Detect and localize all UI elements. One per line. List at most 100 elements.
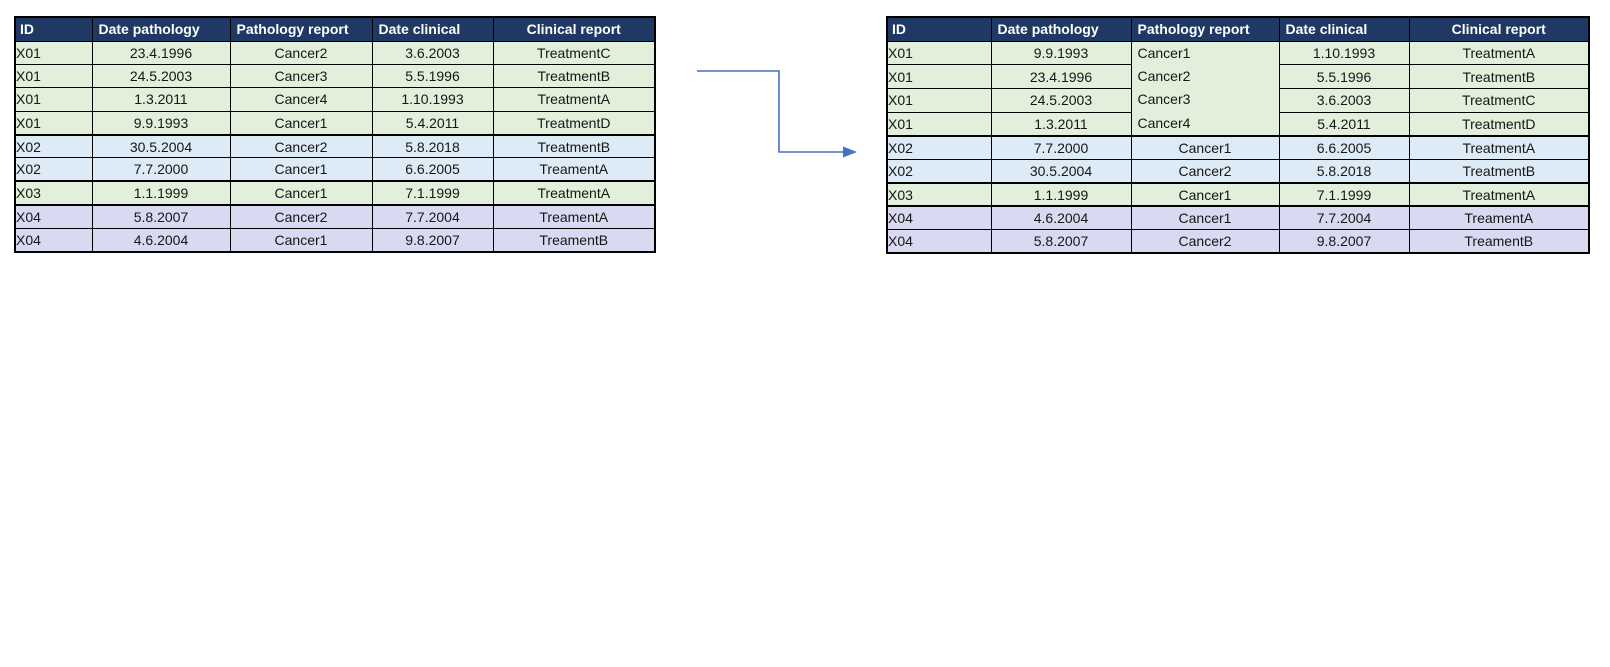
arrow-line (697, 70, 844, 153)
cell-id: X01 (886, 64, 992, 90)
cell-date-clinical: 7.7.2004 (371, 203, 494, 229)
cell-id: X04 (14, 203, 93, 229)
cell-date-pathology: 23.4.1996 (990, 64, 1132, 90)
col-header-clinical-report: Clinical report (1408, 16, 1590, 42)
cell-date-clinical: 7.1.1999 (1278, 181, 1410, 207)
table-sorted-wrap: ID Date pathology Pathology report Date cli… (886, 16, 1590, 255)
cell-id: X01 (886, 111, 992, 137)
col-header-pathology-report: Pathology report (229, 16, 373, 42)
cell-pathology-report: Cancer1 (229, 180, 373, 206)
col-header-id: ID (886, 16, 992, 42)
cell-id: X01 (14, 87, 93, 112)
cell-clinical-report: TreatmentB (1408, 158, 1590, 184)
cell-id: X02 (14, 133, 93, 159)
cell-date-pathology: 4.6.2004 (91, 227, 231, 253)
cell-date-clinical: 7.1.1999 (371, 180, 494, 206)
cell-pathology-report: Cancer1 (229, 157, 373, 182)
cell-pathology-report: Cancer1 (1130, 135, 1280, 160)
cell-clinical-report: TreatmentB (492, 133, 656, 159)
cell-date-pathology: 7.7.2000 (91, 157, 231, 182)
cell-date-pathology: 23.4.1996 (91, 40, 231, 65)
table-row: X01 23.4.1996 5.5.1996 TreatmentB (886, 64, 1590, 90)
table-row: X03 1.1.1999 Cancer1 7.1.1999 TreatmentA (886, 181, 1590, 207)
cell-date-clinical: 5.8.2018 (1278, 158, 1410, 184)
transform-arrow (697, 70, 857, 158)
cell-pathology-report: Cancer2 (229, 133, 373, 159)
header-row: ID Date pathology Pathology report Date cli… (886, 16, 1590, 42)
cell-date-clinical: 6.6.2005 (371, 157, 494, 182)
table-row: X02 7.7.2000 Cancer1 6.6.2005 TreamentA (14, 157, 656, 182)
header-row: ID Date pathology Pathology report Date cli… (14, 16, 656, 42)
cell-date-pathology: 24.5.2003 (990, 88, 1132, 113)
cell-pathology-report: Cancer1 (1130, 181, 1280, 207)
cell-date-pathology: 5.8.2007 (91, 203, 231, 229)
table-row: X03 1.1.1999 Cancer1 7.1.1999 TreatmentA (14, 180, 656, 206)
cell-id: X04 (14, 227, 93, 253)
cell-date-clinical: 3.6.2003 (1278, 88, 1410, 113)
table-row: X02 30.5.2004 Cancer2 5.8.2018 TreatmentB (14, 133, 656, 159)
cell-pathology-report: Cancer1 Cancer2 Cancer3 Cancer4 (1130, 40, 1280, 137)
cell-date-pathology: 1.3.2011 (990, 111, 1132, 137)
table-sorted: ID Date pathology Pathology report Date cli… (886, 16, 1590, 255)
cell-pathology-report: Cancer1 (229, 110, 373, 136)
col-header-date-pathology: Date pathology (990, 16, 1132, 42)
cell-clinical-report: TreatmentC (492, 40, 656, 65)
table-row: X02 7.7.2000 Cancer1 6.6.2005 TreatmentA (886, 135, 1590, 160)
cell-clinical-report: TreamentA (492, 157, 656, 182)
cell-id: X01 (14, 40, 93, 65)
cell-clinical-report: TreamentA (492, 203, 656, 229)
table-row: X01 24.5.2003 Cancer3 5.5.1996 TreatmentB (14, 63, 656, 89)
table-row: X04 4.6.2004 Cancer1 9.8.2007 TreamentB (14, 227, 656, 253)
cell-date-pathology: 9.9.1993 (91, 110, 231, 136)
cell-date-clinical: 1.10.1993 (1278, 40, 1410, 66)
col-header-clinical-report: Clinical report (492, 16, 656, 42)
cell-date-clinical: 6.6.2005 (1278, 135, 1410, 160)
cell-pathology-report: Cancer2 (229, 203, 373, 229)
cell-date-pathology: 1.1.1999 (91, 180, 231, 206)
cell-clinical-report: TreatmentD (492, 110, 656, 136)
col-header-id: ID (14, 16, 93, 42)
cell-clinical-report: TreatmentA (1408, 40, 1590, 66)
cell-date-pathology: 7.7.2000 (990, 135, 1132, 160)
cell-clinical-report: TreatmentC (1408, 88, 1590, 113)
cell-clinical-report: TreamentA (1408, 205, 1590, 231)
col-header-date-clinical: Date clinical (371, 16, 494, 42)
cell-date-pathology: 1.3.2011 (91, 87, 231, 112)
cell-id: X01 (14, 63, 93, 89)
table-row: X04 5.8.2007 Cancer2 9.8.2007 TreamentB (886, 229, 1590, 254)
cell-id: X02 (14, 157, 93, 182)
cell-date-pathology: 30.5.2004 (91, 133, 231, 159)
cell-date-clinical: 5.8.2018 (371, 133, 494, 159)
cell-date-clinical: 9.8.2007 (371, 227, 494, 253)
cell-pathology-report-line: Cancer2 (1137, 67, 1191, 84)
cell-pathology-report: Cancer4 (229, 87, 373, 112)
cell-id: X03 (886, 181, 992, 207)
cell-date-pathology: 4.6.2004 (990, 205, 1132, 231)
cell-clinical-report: TreatmentA (1408, 181, 1590, 207)
cell-date-pathology: 30.5.2004 (990, 158, 1132, 184)
col-header-date-pathology: Date pathology (91, 16, 231, 42)
cell-clinical-report: TreatmentD (1408, 111, 1590, 137)
cell-date-clinical: 1.10.1993 (371, 87, 494, 112)
cell-date-clinical: 7.7.2004 (1278, 205, 1410, 231)
table-row: X01 9.9.1993 Cancer1 5.4.2011 TreatmentD (14, 110, 656, 136)
cell-clinical-report: TreatmentA (492, 180, 656, 206)
cell-date-clinical: 5.5.1996 (1278, 64, 1410, 90)
col-header-date-clinical: Date clinical (1278, 16, 1410, 42)
cell-pathology-report: Cancer2 (1130, 229, 1280, 254)
cell-id: X02 (886, 135, 992, 160)
cell-pathology-report-line: Cancer1 (1137, 44, 1191, 61)
cell-pathology-report: Cancer3 (229, 63, 373, 89)
cell-id: X01 (14, 110, 93, 136)
cell-id: X02 (886, 158, 992, 184)
table-row: X01 1.3.2011 5.4.2011 TreatmentD (886, 111, 1590, 137)
cell-date-clinical: 9.8.2007 (1278, 229, 1410, 254)
table-row: X04 4.6.2004 Cancer1 7.7.2004 TreamentA (886, 205, 1590, 231)
cell-date-pathology: 1.1.1999 (990, 181, 1132, 207)
cell-date-clinical: 5.4.2011 (1278, 111, 1410, 137)
table-row: X04 5.8.2007 Cancer2 7.7.2004 TreamentA (14, 203, 656, 229)
table-row: X02 30.5.2004 Cancer2 5.8.2018 TreatmentB (886, 158, 1590, 184)
cell-date-clinical: 3.6.2003 (371, 40, 494, 65)
cell-clinical-report: TreamentB (1408, 229, 1590, 254)
cell-pathology-report: Cancer2 (1130, 158, 1280, 184)
